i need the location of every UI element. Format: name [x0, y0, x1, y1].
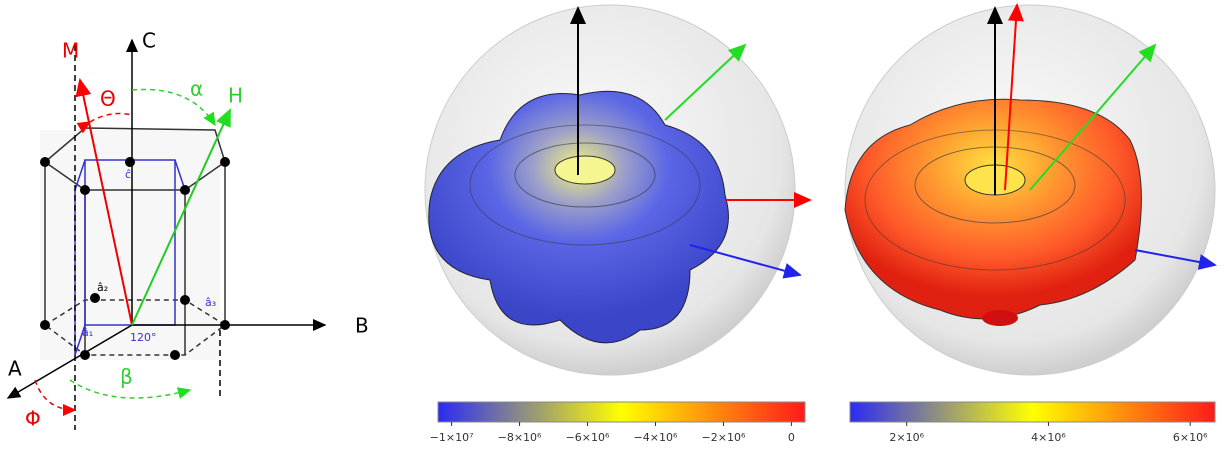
label-a1-hat: â₁ — [82, 326, 93, 339]
tick-label: −4×10⁶ — [634, 431, 678, 444]
label-a3-hat: â₃ — [205, 296, 216, 309]
label-c-hat: ĉ — [125, 168, 131, 181]
label-theta: Θ — [100, 87, 116, 111]
label-h: H — [228, 84, 243, 108]
surface-plot-2 — [844, 3, 1217, 376]
label-a2-hat: â₂ — [97, 281, 108, 294]
colorbar — [849, 401, 1216, 423]
tick-label: −2×10⁶ — [702, 431, 746, 444]
tick-label: 0 — [788, 431, 795, 444]
tick-label: 2×10⁶ — [889, 431, 924, 444]
label-b: B — [355, 314, 369, 338]
label-beta: β — [120, 365, 133, 389]
label-a: A — [8, 357, 22, 381]
tick-label: 6×10⁶ — [1173, 431, 1208, 444]
label-phi: Φ — [25, 407, 41, 431]
label-angle: 120° — [130, 331, 157, 344]
label-c: C — [142, 29, 156, 53]
tick-label: −8×10⁶ — [498, 431, 542, 444]
label-m: M — [62, 39, 79, 63]
tick-label: −1×10⁷ — [430, 431, 474, 444]
tick-label: −6×10⁶ — [566, 431, 610, 444]
crystal-diagram — [6, 38, 327, 430]
colorbar — [437, 401, 806, 423]
label-alpha: α — [190, 77, 203, 101]
surface-plot-1 — [424, 4, 812, 376]
tick-label: 4×10⁶ — [1031, 431, 1066, 444]
